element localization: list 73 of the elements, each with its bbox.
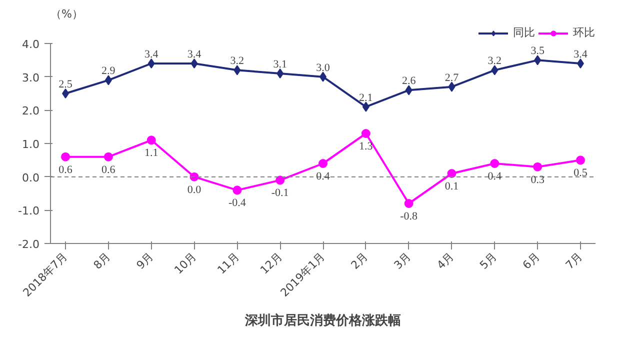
point	[318, 159, 328, 168]
point	[146, 136, 156, 145]
y-tick-label: 4.0	[22, 38, 40, 51]
data-label: -0.8	[400, 210, 418, 222]
data-label: 2.7	[444, 72, 460, 84]
point	[190, 58, 198, 68]
point	[276, 176, 285, 185]
point	[61, 152, 70, 162]
data-label: 2.9	[102, 65, 116, 78]
data-label: -0.4	[228, 197, 246, 210]
data-label: 0.4	[316, 170, 330, 182]
point	[62, 88, 70, 98]
y-tick-label: 2.0	[22, 104, 40, 118]
point	[448, 82, 456, 92]
data-label: 3.2	[230, 55, 244, 68]
point	[104, 152, 113, 162]
data-label: 3.5	[530, 45, 545, 58]
y-axis-title: （%）	[50, 8, 83, 20]
data-label: 1.1	[144, 147, 158, 160]
x-tick-label: 11月	[214, 250, 242, 277]
legend-label: 同比	[513, 25, 535, 40]
x-tick-label: 3月	[392, 250, 414, 272]
point	[576, 58, 584, 68]
data-label: 3.4	[574, 48, 588, 60]
data-label: 2.1	[359, 92, 373, 104]
point	[276, 68, 284, 78]
y-tick-label: 1.0	[22, 138, 40, 151]
legend-label: 环比	[573, 25, 595, 40]
x-tick-label: 6月	[520, 250, 542, 272]
y-tick-label: -1.0	[18, 204, 40, 218]
point	[533, 162, 542, 172]
data-label: 3.0	[316, 62, 330, 74]
x-tick-label: 9月	[134, 250, 156, 272]
point	[576, 156, 585, 165]
point	[148, 58, 155, 68]
data-label: 3.4	[187, 48, 202, 60]
data-label: 3.4	[144, 48, 159, 60]
point	[190, 172, 199, 182]
data-label: 0.0	[187, 184, 202, 196]
x-tick-label: 10月	[172, 250, 199, 277]
data-label: 0.5	[574, 167, 588, 180]
point	[104, 75, 112, 86]
data-label: 0.4	[488, 170, 502, 182]
point	[232, 186, 242, 195]
x-tick-label: 4月	[434, 250, 456, 272]
data-label: 2.6	[402, 75, 416, 88]
point	[490, 159, 500, 168]
data-label: 3.1	[273, 58, 287, 70]
x-tick-label: 2月	[348, 250, 371, 272]
point	[447, 169, 456, 178]
point	[362, 102, 370, 112]
data-label: 2.5	[58, 78, 73, 90]
data-label: 0.6	[58, 164, 73, 176]
point	[361, 129, 370, 138]
data-label: 0.3	[530, 174, 545, 186]
data-label: 3.2	[488, 55, 502, 68]
point	[404, 199, 414, 208]
text: 深圳市居民消费价格涨跌幅	[244, 312, 401, 328]
data-label: 1.3	[359, 140, 374, 152]
x-tick-label: 7月	[563, 250, 586, 272]
y-tick-label: 0.0	[22, 171, 40, 184]
point	[534, 55, 542, 66]
y-tick-label: 3.0	[22, 71, 40, 84]
x-tick-label: 12月	[258, 250, 285, 277]
point	[405, 85, 412, 96]
data-label: -0.1	[271, 187, 289, 200]
data-label: 0.6	[102, 164, 116, 176]
point	[491, 65, 498, 76]
data-label: 0.1	[444, 180, 459, 192]
point	[234, 65, 241, 76]
y-tick-label: -2.0	[18, 238, 40, 251]
x-tick-label: 8月	[91, 250, 114, 272]
x-tick-label: 5月	[477, 250, 500, 272]
